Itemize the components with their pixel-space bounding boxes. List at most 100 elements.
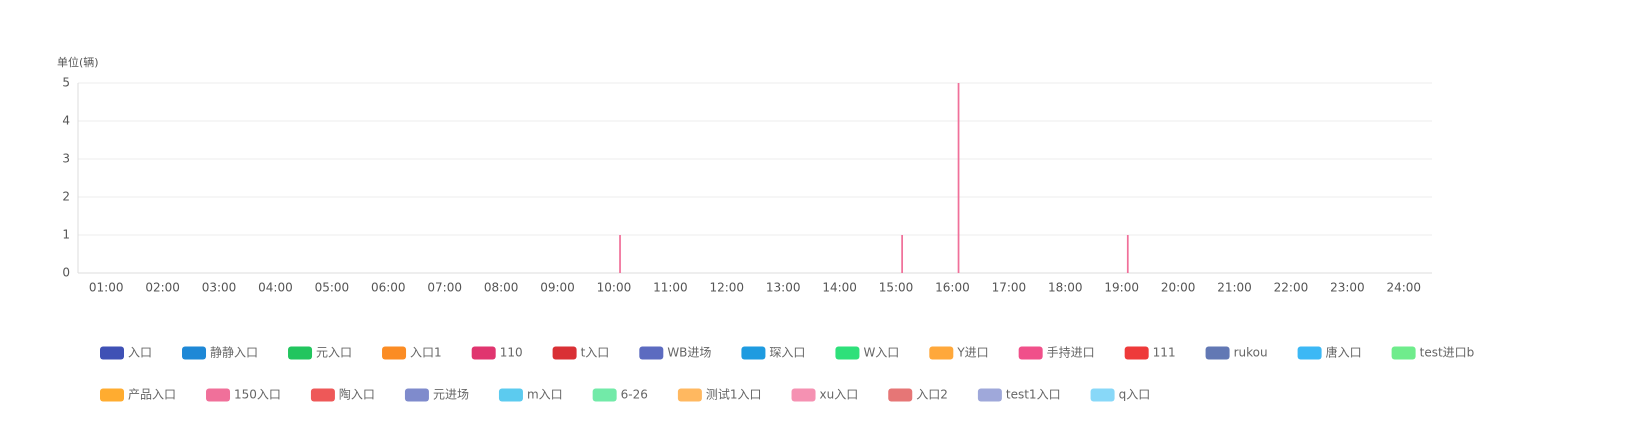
x-tick-label: 15:00 — [879, 281, 914, 295]
legend-swatch — [592, 388, 617, 402]
x-tick-label: 23:00 — [1330, 281, 1365, 295]
legend-label: 入口2 — [916, 388, 948, 402]
y-tick-label: 0 — [62, 266, 70, 280]
legend-item: 入口1 — [382, 346, 442, 360]
legend-swatch — [100, 388, 124, 402]
legend-swatch — [1205, 346, 1230, 360]
legend-label: 手持进口 — [1047, 345, 1095, 360]
legend-item: test进口b — [1391, 346, 1475, 360]
legend-item: 150入口 — [206, 388, 281, 402]
legend-item: 静静入口 — [182, 346, 258, 360]
legend-label: 入口 — [128, 346, 152, 360]
legend-item: 111 — [1124, 346, 1176, 360]
y-tick-label: 5 — [62, 76, 70, 90]
x-tick-label: 02:00 — [145, 281, 180, 295]
legend-item: rukou — [1205, 346, 1268, 360]
y-tick-label: 1 — [62, 228, 70, 242]
legend-item: 手持进口 — [1018, 345, 1095, 360]
legend-item: Y进口 — [929, 346, 989, 360]
legend-label: 150入口 — [234, 388, 281, 402]
legend-item: WB进场 — [639, 346, 711, 360]
legend-label: q入口 — [1119, 388, 1151, 402]
x-tick-label: 10:00 — [597, 281, 632, 295]
x-tick-label: 17:00 — [992, 281, 1027, 295]
legend-label: rukou — [1234, 346, 1268, 360]
x-tick-label: 18:00 — [1048, 281, 1083, 295]
x-tick-label: 22:00 — [1274, 281, 1309, 295]
x-tick-label: 19:00 — [1104, 281, 1139, 295]
legend-swatch — [206, 388, 231, 402]
legend-label: 110 — [500, 346, 523, 360]
legend-swatch — [977, 388, 1002, 402]
bar — [1126, 235, 1129, 273]
legend-label: 入口1 — [410, 346, 442, 360]
legend-swatch — [100, 346, 124, 360]
legend-label: 6-26 — [621, 388, 648, 402]
legend-item: t入口 — [552, 346, 609, 360]
legend-item: 元进场 — [404, 388, 469, 402]
x-tick-label: 03:00 — [202, 281, 237, 295]
legend-swatch — [639, 346, 664, 360]
y-tick-label: 4 — [62, 114, 70, 128]
y-tick-label: 3 — [62, 152, 70, 166]
legend-swatch — [471, 346, 496, 360]
x-tick-label: 09:00 — [540, 281, 575, 295]
legend-label: 陶入口 — [339, 387, 375, 402]
legend-label: 元进场 — [433, 388, 469, 402]
legend-swatch — [1391, 346, 1416, 360]
legend-label: WB进场 — [667, 346, 711, 360]
legend-swatch — [1297, 346, 1322, 360]
x-tick-label: 16:00 — [935, 281, 970, 295]
x-tick-label: 05:00 — [315, 281, 350, 295]
legend-item: 元入口 — [288, 346, 352, 360]
x-tick-label: 06:00 — [371, 281, 406, 295]
legend-item: 陶入口 — [310, 387, 375, 402]
legend-swatch — [888, 388, 913, 402]
legend-item: q入口 — [1090, 388, 1151, 402]
legend-item: 测试1入口 — [677, 387, 762, 402]
x-tick-label: 21:00 — [1217, 281, 1252, 295]
x-tick-label: 08:00 — [484, 281, 519, 295]
legend-label: 唐入口 — [1326, 345, 1362, 360]
legend-swatch — [677, 388, 702, 402]
legend-label: test进口b — [1420, 346, 1475, 360]
x-tick-label: 12:00 — [709, 281, 744, 295]
bar — [619, 235, 621, 273]
legend-swatch — [404, 388, 429, 402]
x-tick-label: 20:00 — [1161, 281, 1196, 295]
x-tick-label: 04:00 — [258, 281, 293, 295]
x-tick-label: 13:00 — [766, 281, 801, 295]
legend-swatch — [929, 346, 954, 360]
legend-label: 产品入口 — [128, 388, 176, 402]
legend-item: 入口 — [100, 346, 152, 360]
x-tick-label: 01:00 — [89, 281, 124, 295]
legend-swatch — [498, 388, 523, 402]
legend-label: m入口 — [527, 388, 563, 402]
legend-item: test1入口 — [977, 388, 1061, 402]
legend-item: m入口 — [498, 388, 563, 402]
legend-swatch — [835, 346, 860, 360]
legend-label: 测试1入口 — [706, 387, 762, 402]
legend-label: 111 — [1153, 346, 1176, 360]
legend-swatch — [288, 346, 313, 360]
legend-label: W入口 — [863, 346, 899, 360]
legend-item: 唐入口 — [1297, 345, 1362, 360]
legend-item: 6-26 — [592, 388, 648, 402]
y-axis-label: 单位(辆) — [57, 55, 99, 69]
legend-item: 琛入口 — [741, 346, 805, 360]
legend-swatch — [382, 346, 407, 360]
legend-item: 产品入口 — [100, 388, 176, 402]
legend-swatch — [182, 346, 207, 360]
y-tick-label: 2 — [62, 190, 70, 204]
legend-swatch — [1018, 346, 1043, 360]
legend-item: 入口2 — [888, 388, 948, 402]
legend-label: test1入口 — [1006, 388, 1061, 402]
legend-item: W入口 — [835, 346, 899, 360]
bar — [901, 235, 903, 273]
legend-item: 110 — [471, 346, 523, 360]
legend-label: 琛入口 — [769, 346, 805, 360]
x-tick-label: 24:00 — [1386, 281, 1421, 295]
legend-label: xu入口 — [820, 388, 859, 402]
legend-label: 元入口 — [316, 346, 352, 360]
